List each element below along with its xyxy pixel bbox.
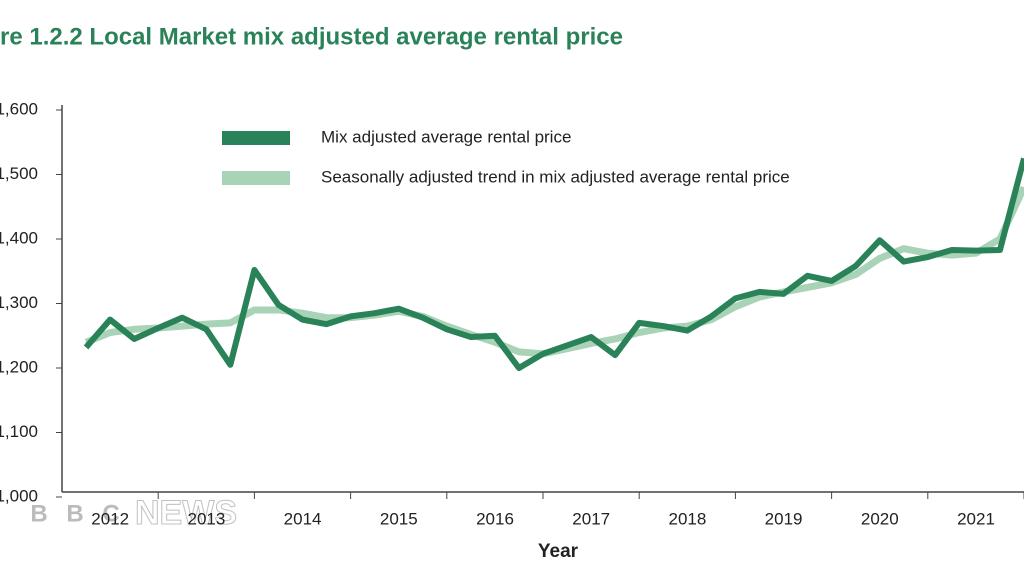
x-tick-label: 2020: [861, 509, 899, 528]
watermark-box: [60, 497, 90, 531]
y-tick-label: 1,200: [0, 357, 38, 376]
y-tick-label: 1,300: [0, 293, 38, 312]
y-tick-label: 1,000: [0, 486, 38, 505]
y-tick-label: 1,100: [0, 422, 38, 441]
line-series: [83, 157, 1024, 371]
x-tick-label: 2012: [91, 509, 129, 528]
watermark: B B C NEWS: [24, 493, 238, 532]
y-tick-label: 1,500: [0, 164, 38, 183]
watermark-box: [24, 497, 54, 531]
watermark-word: NEWS: [135, 494, 237, 532]
x-tick-label: 2018: [668, 509, 706, 528]
y-tick-label: 1,400: [0, 228, 38, 247]
legend-label: Seasonally adjusted trend in mix adjuste…: [321, 167, 790, 186]
x-tick-label: 2013: [187, 509, 225, 528]
x-tick-label: 2021: [957, 509, 995, 528]
watermark-box: [96, 497, 126, 531]
x-axis-title: Year: [538, 541, 579, 562]
x-tick-label: 2015: [380, 509, 418, 528]
watermark-letter: B: [30, 500, 47, 527]
x-tick-label: 2014: [284, 509, 322, 528]
chart-title: re 1.2.2 Local Market mix adjusted avera…: [0, 23, 623, 50]
watermark-letter: C: [102, 500, 119, 527]
x-tick-label: 2019: [765, 509, 803, 528]
y-tick-label: 1,600: [0, 99, 38, 118]
x-tick-label: 2016: [476, 509, 514, 528]
watermark-letter: B: [66, 500, 83, 527]
x-tick-label: 2017: [572, 509, 610, 528]
legend-label: Mix adjusted average rental price: [321, 127, 571, 146]
